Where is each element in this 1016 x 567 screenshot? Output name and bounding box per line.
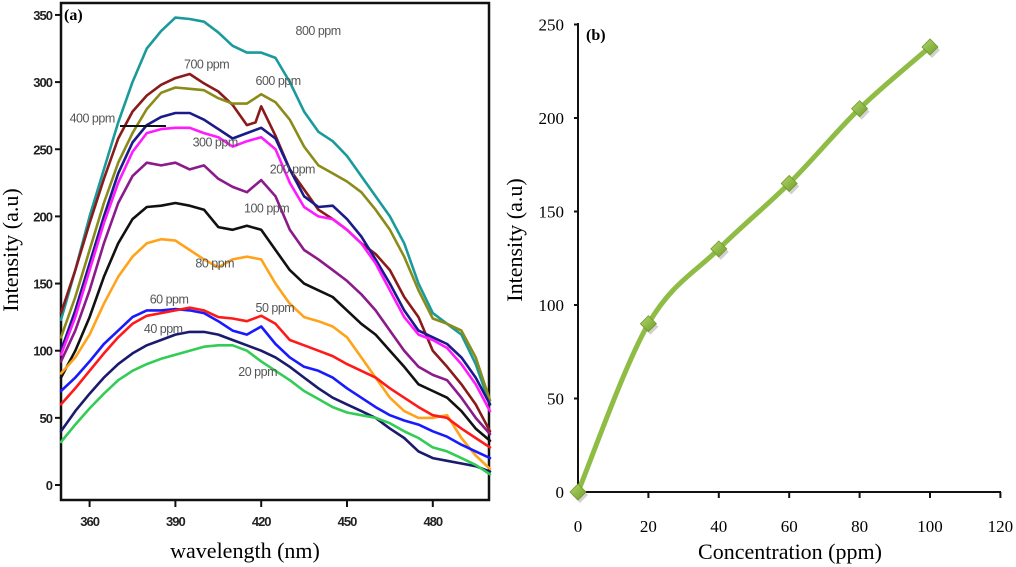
panel-b-label: (b) xyxy=(586,27,606,44)
series-line-20-ppm xyxy=(59,344,492,476)
y-tick-label: 0 xyxy=(46,478,53,493)
series-label-600-ppm: 600 ppm xyxy=(256,74,301,88)
series-label-20-ppm: 20 ppm xyxy=(238,365,277,379)
x-tick-label: 450 xyxy=(338,514,357,529)
series-line-600-ppm xyxy=(59,86,492,402)
series-label-300-ppm: 300 ppm xyxy=(193,136,238,150)
series-line-800-ppm xyxy=(59,16,492,406)
x-tick-label: 80 xyxy=(851,517,868,536)
y-tick-label: 0 xyxy=(556,483,565,502)
series-label-200-ppm: 200 ppm xyxy=(270,162,315,176)
panel-a-x-axis-title: wavelength (nm) xyxy=(170,538,320,563)
data-point-0ppm xyxy=(569,483,587,501)
series-line-200-ppm xyxy=(59,161,492,436)
series-line-80-ppm xyxy=(59,237,492,471)
y-tick-label: 150 xyxy=(539,203,565,222)
series-label-50-ppm: 50 ppm xyxy=(256,301,295,315)
panel-a-frame xyxy=(59,1,491,502)
series-label-40-ppm: 40 ppm xyxy=(144,322,183,336)
series-line-100-ppm xyxy=(59,201,492,442)
data-point-20ppm xyxy=(639,315,657,333)
panel-b-y-ticks: 0 50 100 150 200 250 xyxy=(539,16,578,502)
x-tick-label: 20 xyxy=(640,517,657,536)
y-tick-label: 250 xyxy=(33,142,52,157)
x-tick-label: 120 xyxy=(988,517,1014,536)
x-tick-label: 480 xyxy=(423,514,442,529)
y-tick-label: 100 xyxy=(539,296,565,315)
panel-b-calibration-chart: 0 50 100 150 200 250 0 20 40 60 80 100 120 (b) Conc… xyxy=(502,16,1013,565)
x-tick-label: 420 xyxy=(252,514,271,529)
panel-a-spectra-chart: 800 ppm 700 ppm 600 ppm 400 ppm 300 ppm 200 p… xyxy=(0,1,492,563)
panel-b-y-axis-title: Intensity (a.u) xyxy=(502,178,527,301)
panel-b-series-group xyxy=(569,38,940,503)
panel-a-y-axis-title: Intensity (a.u) xyxy=(0,188,23,311)
series-label-100-ppm: 100 ppm xyxy=(244,201,289,215)
data-point-60ppm xyxy=(780,174,798,193)
series-label-80-ppm: 80 ppm xyxy=(195,256,234,270)
x-tick-label: 360 xyxy=(80,514,99,529)
x-tick-label: 100 xyxy=(917,517,943,536)
y-tick-label: 350 xyxy=(33,8,52,23)
data-point-80ppm xyxy=(851,100,869,118)
y-tick-label: 200 xyxy=(539,109,565,128)
panel-b-x-axis-title: Concentration (ppm) xyxy=(698,539,882,564)
y-tick-label: 250 xyxy=(539,16,565,35)
y-tick-label: 100 xyxy=(33,344,52,359)
series-label-60-ppm: 60 ppm xyxy=(150,293,189,307)
series-line-400-ppm xyxy=(59,111,492,406)
panel-a-series-group xyxy=(59,16,492,476)
series-label-800-ppm: 800 ppm xyxy=(296,24,341,38)
x-tick-label: 40 xyxy=(710,517,727,536)
y-tick-label: 50 xyxy=(547,390,564,409)
series-line-50-ppm xyxy=(59,306,492,449)
series-line-60-ppm xyxy=(59,307,492,460)
y-tick-label: 300 xyxy=(33,75,52,90)
panel-b-x-ticks: 0 20 40 60 80 100 120 xyxy=(574,492,1013,536)
panel-a-x-ticks: 360 390 420 450 480 xyxy=(80,500,444,529)
series-label-400-ppm: 400 ppm xyxy=(70,111,115,125)
x-tick-label: 0 xyxy=(574,517,583,536)
panel-a-annotations: 800 ppm 700 ppm 600 ppm 400 ppm 300 ppm 200 p… xyxy=(70,24,342,379)
y-tick-label: 200 xyxy=(33,209,52,224)
data-point-100ppm xyxy=(921,38,939,56)
panel-a-y-ticks: 0 50 100 150 200 250 300 350 xyxy=(33,8,61,493)
series-line-700-ppm xyxy=(59,72,492,433)
series-label-700-ppm: 700 ppm xyxy=(184,58,229,72)
y-tick-label: 50 xyxy=(40,411,53,426)
series-line-40-ppm xyxy=(59,330,492,473)
y-tick-label: 150 xyxy=(33,277,52,292)
series-line-intensity xyxy=(575,44,933,495)
series-line-300-ppm xyxy=(59,126,492,413)
panel-a-label: (a) xyxy=(64,7,83,24)
data-point-40ppm xyxy=(710,240,728,258)
x-tick-label: 390 xyxy=(166,514,185,529)
x-tick-label: 60 xyxy=(781,517,798,536)
